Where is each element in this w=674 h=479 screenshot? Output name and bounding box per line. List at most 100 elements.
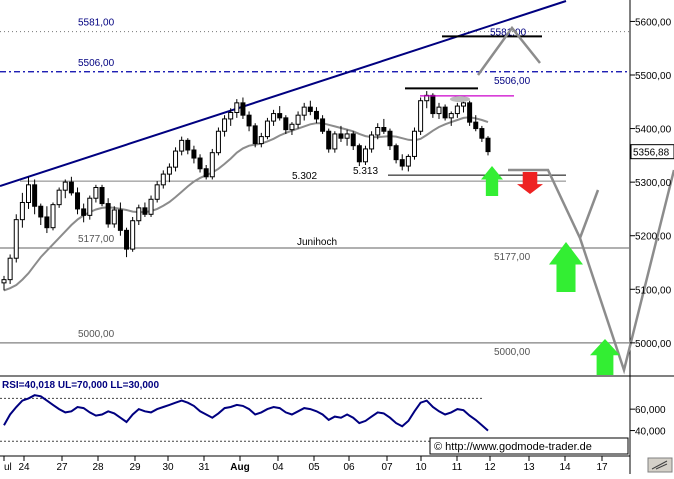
price-tick-label: 5600,00: [635, 17, 672, 28]
candle-body: [99, 187, 105, 205]
level-label-5313: 5.313: [353, 166, 378, 177]
right-level-label-5506: 5506,00: [494, 76, 531, 87]
x-tick-label: 10: [415, 462, 427, 473]
last-price-label: 5356,88: [633, 148, 670, 159]
candle-body: [338, 133, 344, 139]
candle-body: [81, 208, 87, 216]
price-tick-label: 5100,00: [635, 285, 672, 296]
up-arrow-large: [590, 339, 620, 375]
candle-body: [1, 279, 7, 284]
trend-line: [0, 0, 567, 187]
candle-body: [399, 159, 405, 167]
price-tick-label: 5200,00: [635, 232, 672, 243]
x-tick-label: Aug: [230, 462, 249, 473]
watermark-box: [429, 437, 629, 455]
candle-body: [332, 133, 338, 150]
candle-body: [105, 203, 111, 225]
level-label-5000: 5000,00: [78, 329, 115, 340]
candle-body: [166, 166, 172, 175]
candle-body: [295, 114, 301, 125]
candle-body: [191, 149, 197, 159]
level-label-5302: 5.302: [292, 171, 317, 182]
candle-body: [442, 106, 448, 119]
candle-body: [32, 184, 38, 207]
candle-body: [418, 100, 424, 132]
candle-body: [142, 207, 148, 215]
candle-body: [258, 136, 264, 145]
candle-body: [222, 118, 228, 132]
candle-body: [209, 152, 215, 178]
x-tick-label: 28: [92, 462, 104, 473]
right-level-label-5177: 5177,00: [494, 252, 531, 263]
candle-body: [473, 121, 479, 130]
candle-body: [215, 130, 221, 154]
candle-body: [289, 123, 295, 131]
candle-body: [173, 150, 179, 168]
candle-body: [350, 133, 356, 147]
candle-body: [460, 102, 466, 107]
x-tick-label: 17: [596, 462, 608, 473]
last-price-badge: [630, 144, 674, 160]
candle-body: [130, 220, 136, 250]
candle-body: [7, 257, 13, 281]
up-arrow-small: [481, 166, 503, 196]
candle-body: [369, 134, 375, 150]
candle-body: [362, 148, 368, 163]
candle-body: [185, 139, 191, 151]
candle-body: [154, 184, 160, 200]
x-tick-label: 04: [272, 462, 284, 473]
candle-body: [411, 130, 417, 157]
candle-body: [234, 102, 240, 113]
x-tick-label: 05: [308, 462, 320, 473]
candle-body: [197, 157, 203, 170]
x-tick-label: ul: [4, 462, 12, 473]
right-level-label-5000: 5000,00: [494, 347, 531, 358]
candle-body: [405, 155, 411, 167]
price-tick-label: 5400,00: [635, 125, 672, 136]
x-tick-label: 14: [559, 462, 571, 473]
candle-body: [50, 204, 56, 229]
candle-body: [448, 113, 454, 119]
up-arrow-medium: [549, 242, 583, 292]
forecast-path-main: [508, 168, 674, 375]
candle-body: [313, 110, 319, 120]
candle-body: [387, 130, 393, 147]
candle-body: [430, 94, 436, 115]
x-tick-label: 29: [129, 462, 141, 473]
watermark-text: © http://www.godmode-trader.de: [434, 441, 592, 453]
candle-body: [301, 106, 307, 116]
candle-body: [68, 181, 74, 194]
level-label-5581: 5581,00: [78, 18, 115, 29]
x-tick-label: 31: [198, 462, 210, 473]
candle-body: [326, 130, 332, 150]
down-arrow: [517, 172, 543, 194]
candle-body: [479, 128, 485, 139]
rsi-tick-label: 40,000: [635, 427, 666, 438]
candle-body: [75, 192, 81, 210]
candle-body: [44, 216, 50, 229]
candle-body: [93, 187, 99, 199]
x-tick-label: 13: [523, 462, 535, 473]
rsi-line: [3, 394, 489, 432]
candle-body: [117, 209, 123, 231]
candle-body: [467, 102, 473, 123]
candle-body: [356, 145, 362, 163]
candle-body: [283, 117, 289, 131]
candle-body: [136, 207, 142, 222]
x-tick-label: 24: [18, 462, 30, 473]
level-label-5177: 5177,00: [78, 234, 115, 245]
price-tick-label: 5300,00: [635, 178, 672, 189]
candle-body: [87, 197, 93, 216]
rsi-title: RSI=40,018 UL=70,000 LL=30,000: [2, 380, 159, 391]
candle-body: [19, 202, 25, 221]
annotation-junihoch: Junihoch: [297, 237, 337, 248]
price-tick-label: 5000,00: [635, 339, 672, 350]
candle-body: [436, 106, 442, 115]
price-tick-label: 5500,00: [635, 71, 672, 82]
x-tick-label: 11: [452, 462, 463, 473]
candle-body: [344, 133, 350, 139]
candle-body: [454, 105, 460, 115]
candle-body: [246, 114, 252, 127]
